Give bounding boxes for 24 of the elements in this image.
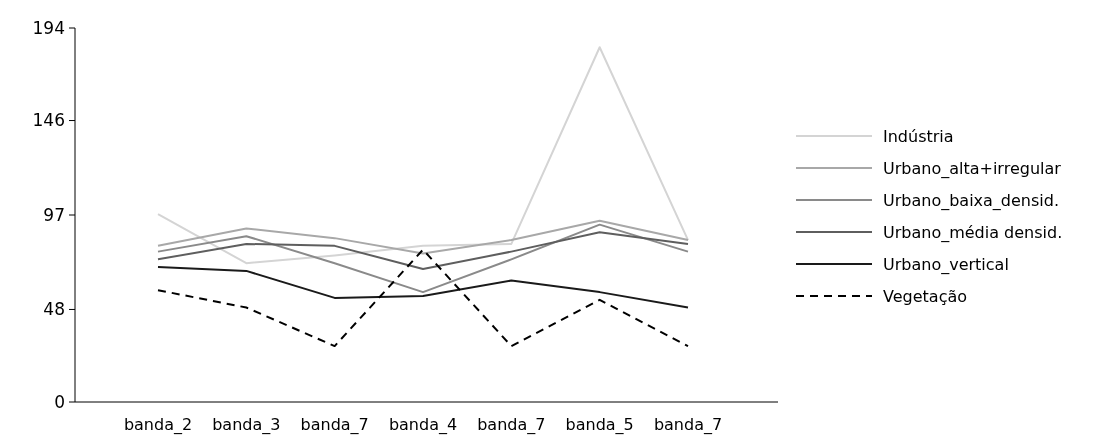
y-tick-label: 0 — [54, 391, 65, 412]
y-tick-label: 97 — [43, 204, 65, 225]
line-series — [157, 46, 689, 265]
legend-label: Urbano_baixa_densid. — [883, 190, 1060, 211]
y-tick-label: 146 — [32, 110, 65, 131]
line-series — [157, 248, 689, 348]
x-tick-label: banda_4 — [388, 415, 458, 435]
legend-label: Urbano_vertical — [883, 254, 1009, 275]
legend-label: Urbano_média densid. — [883, 222, 1063, 243]
x-tick-label: banda_7 — [477, 415, 546, 435]
x-tick-label: banda_2 — [123, 415, 193, 435]
y-tick-label: 48 — [43, 299, 65, 320]
x-tick-label: banda_5 — [565, 415, 634, 435]
legend-label: Vegetação — [883, 286, 968, 306]
line-series — [157, 231, 689, 270]
x-tick-label: banda_7 — [300, 415, 369, 435]
legend-label: Indústria — [883, 126, 954, 146]
x-tick-label: banda_7 — [653, 415, 723, 435]
legend-label: Urbano_alta+irregular — [883, 158, 1062, 179]
x-tick-label: banda_3 — [212, 415, 281, 435]
line-series — [157, 223, 689, 294]
y-tick-label: 194 — [32, 17, 65, 38]
line-series — [157, 266, 689, 309]
line-series — [157, 219, 689, 255]
